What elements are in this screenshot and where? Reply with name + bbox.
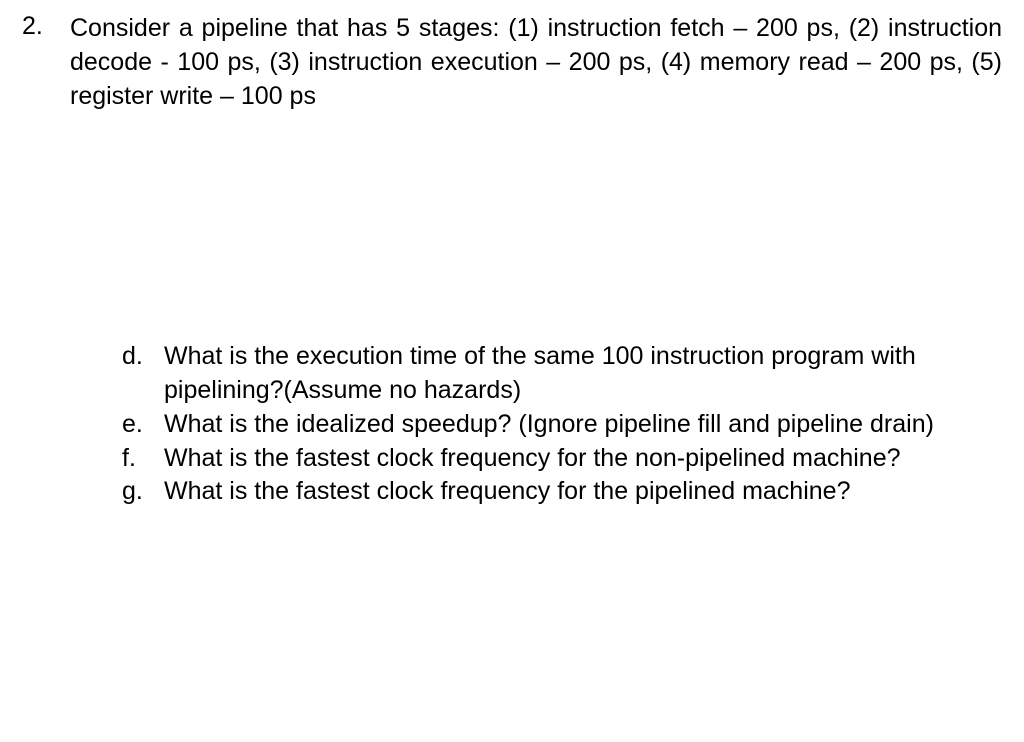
sub-item-d: d. What is the execution time of the sam… — [122, 340, 982, 408]
sub-item-g: g. What is the fastest clock frequency f… — [122, 475, 982, 509]
question-block: 2. Consider a pipeline that has 5 stages… — [22, 12, 1002, 113]
sub-letter: g. — [122, 475, 164, 509]
question-number: 2. — [22, 12, 70, 41]
question-text: Consider a pipeline that has 5 stages: (… — [70, 12, 1002, 113]
sub-letter: f. — [122, 442, 164, 476]
sub-letter: e. — [122, 408, 164, 442]
sub-text: What is the execution time of the same 1… — [164, 340, 982, 408]
sub-text: What is the idealized speedup? (Ignore p… — [164, 408, 982, 442]
sub-item-f: f. What is the fastest clock frequency f… — [122, 442, 982, 476]
sub-item-e: e. What is the idealized speedup? (Ignor… — [122, 408, 982, 442]
sub-text: What is the fastest clock frequency for … — [164, 442, 982, 476]
sub-letter: d. — [122, 340, 164, 374]
sub-questions: d. What is the execution time of the sam… — [122, 340, 982, 509]
blank-gap — [22, 113, 1002, 340]
sub-text: What is the fastest clock frequency for … — [164, 475, 982, 509]
